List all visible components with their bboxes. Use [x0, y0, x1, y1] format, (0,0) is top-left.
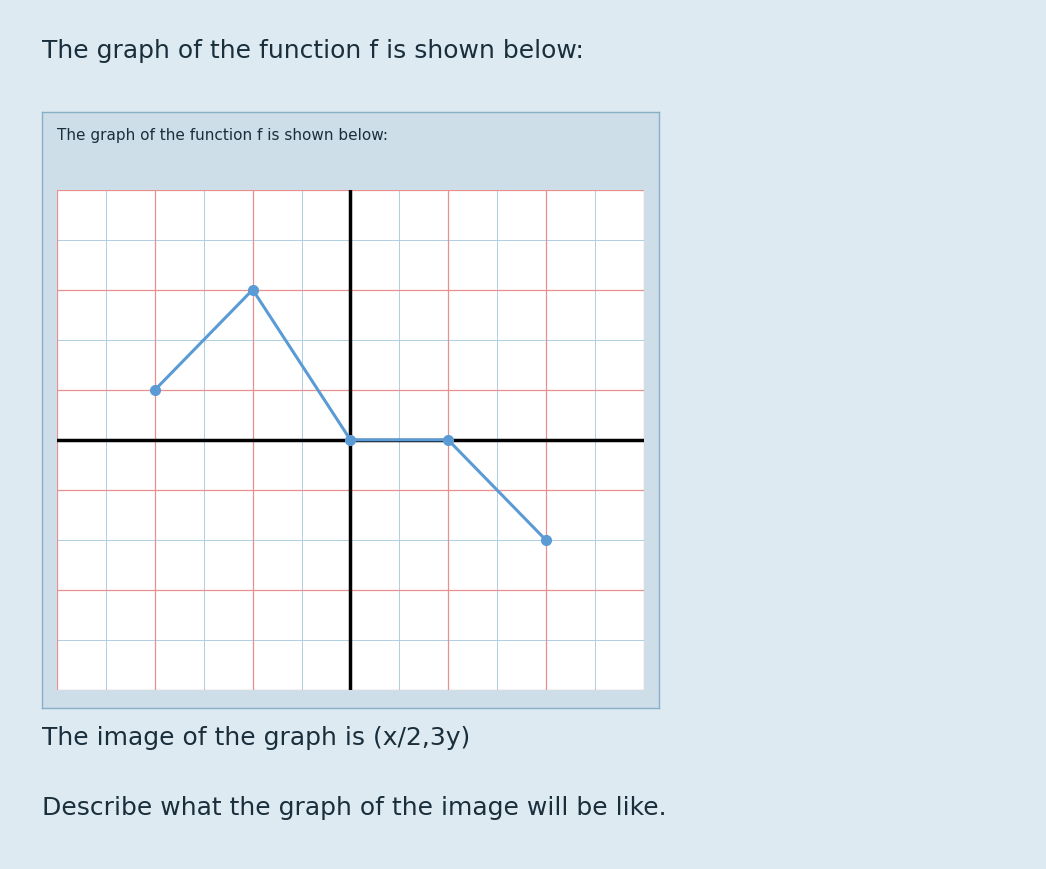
Text: The image of the graph is (x/2,3y): The image of the graph is (x/2,3y)	[42, 726, 470, 750]
Text: The graph of the function f is shown below:: The graph of the function f is shown bel…	[58, 128, 388, 143]
Text: The graph of the function f is shown below:: The graph of the function f is shown bel…	[42, 39, 584, 63]
Text: Describe what the graph of the image will be like.: Describe what the graph of the image wil…	[42, 795, 666, 819]
